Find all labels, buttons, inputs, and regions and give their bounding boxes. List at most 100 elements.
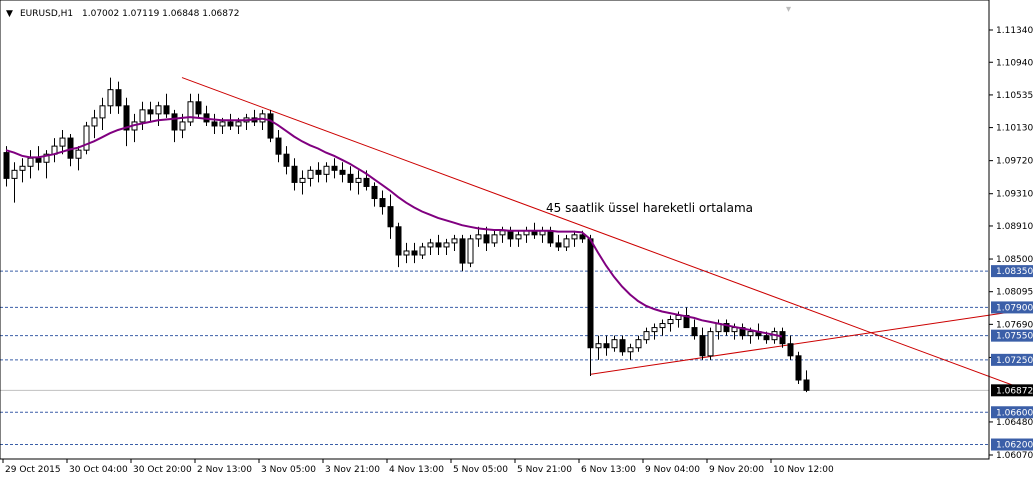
candle-body-100	[803, 379, 810, 391]
trendline-resistance	[181, 77, 1015, 387]
candle-body-5	[43, 153, 50, 163]
ema-annotation: 45 saatlik üssel hareketli ortalama	[546, 201, 753, 215]
level-price-tag-3	[991, 353, 1033, 366]
candle-body-4	[35, 157, 42, 163]
candle-body-20	[163, 105, 170, 115]
candle-body-73	[587, 238, 594, 349]
candle-body-82	[659, 323, 666, 329]
header-symbol: EURUSD,H1	[20, 9, 73, 19]
level-price-tag-1	[991, 301, 1033, 314]
y-tick-label-3: 1.10130	[996, 124, 1033, 134]
x-tick-label-9: 6 Nov 13:00	[581, 465, 636, 475]
candle-body-27	[219, 121, 226, 127]
horizontal-levels	[0, 270, 989, 446]
candle-body-39	[315, 169, 322, 175]
candle-body-78	[627, 347, 634, 353]
candle-body-95	[763, 335, 770, 341]
x-tick-label-1: 30 Oct 04:00	[69, 465, 128, 475]
candle-body-37	[299, 177, 306, 183]
candle-body-75	[603, 343, 610, 349]
candle-body-1	[11, 169, 18, 179]
candle-body-13	[107, 89, 114, 107]
candle-body-64	[515, 234, 522, 240]
ema-line	[5, 116, 783, 338]
x-tick-label-11: 9 Nov 20:00	[709, 465, 764, 475]
candle-body-71	[571, 234, 578, 240]
y-tick-label-8: 1.08095	[996, 288, 1033, 298]
candle-body-7	[59, 137, 66, 147]
candle-body-59	[475, 234, 482, 240]
candle-body-18	[147, 109, 154, 115]
candle-body-53	[427, 242, 434, 248]
candle-body-56	[451, 238, 458, 244]
candle-body-12	[99, 105, 106, 119]
level-price-tag-5	[991, 438, 1033, 451]
level-price-label-1: 1.07900	[996, 303, 1033, 313]
candle-body-69	[555, 242, 562, 248]
candle-body-62	[499, 230, 506, 236]
candle-body-68	[547, 230, 554, 244]
x-tick-label-7: 5 Nov 05:00	[453, 465, 508, 475]
candle-body-98	[787, 343, 794, 357]
candle-body-51	[411, 250, 418, 256]
candle-body-24	[195, 101, 202, 115]
y-tick-label-7: 1.08500	[996, 255, 1033, 265]
plot-frame	[0, 0, 990, 460]
x-tick-label-4: 3 Nov 05:00	[261, 465, 316, 475]
candle-body-55	[443, 242, 450, 248]
candle-body-50	[403, 250, 410, 256]
candle-body-63	[507, 230, 514, 240]
y-tick-label-5: 1.09310	[996, 190, 1033, 200]
candle-body-54	[435, 242, 442, 248]
candle-body-15	[123, 105, 130, 131]
level-price-label-0: 1.08350	[996, 267, 1033, 277]
candle-body-86	[691, 327, 698, 337]
candle-body-93	[747, 331, 754, 337]
candle-body-44	[355, 177, 362, 183]
candle-body-77	[619, 339, 626, 353]
candle-body-41	[331, 165, 338, 171]
candle-body-22	[179, 121, 186, 131]
candle-body-17	[139, 109, 146, 123]
trendline-support	[589, 310, 1015, 375]
candle-body-36	[291, 165, 298, 183]
candle-body-47	[379, 198, 386, 208]
candle-body-9	[75, 149, 82, 159]
scroll-indicator-icon[interactable]: ▾	[786, 4, 791, 15]
candle-body-76	[611, 339, 618, 349]
level-price-tag-0	[991, 265, 1033, 278]
candle-body-42	[339, 169, 346, 175]
level-price-label-2: 1.07550	[996, 332, 1033, 342]
candles	[3, 77, 810, 393]
candle-body-48	[387, 206, 394, 228]
level-price-tag-4	[991, 406, 1033, 419]
candle-body-45	[363, 177, 370, 187]
candle-body-83	[667, 319, 674, 325]
time-axis: 29 Oct 2015 30 Oct 04:00 30 Oct 20:00 2 Nov…	[2, 459, 834, 475]
candle-body-80	[643, 331, 650, 341]
x-tick-label-8: 5 Nov 21:00	[517, 465, 572, 475]
header-ohlc: 1.07002 1.07119 1.06848 1.06872	[82, 9, 239, 19]
candle-body-38	[307, 169, 314, 179]
x-tick-label-12: 10 Nov 12:00	[773, 465, 834, 475]
y-tick-label-0: 1.11340	[996, 26, 1033, 36]
candle-body-70	[563, 238, 570, 248]
candle-body-79	[635, 339, 642, 349]
candle-body-28	[227, 121, 234, 127]
candle-body-11	[91, 117, 98, 127]
current-price-label: 1.06872	[996, 386, 1033, 396]
candle-body-14	[115, 89, 122, 107]
candle-body-33	[267, 113, 274, 139]
header-dropdown-icon[interactable]: ▼	[6, 9, 13, 19]
y-tick-label-2: 1.10535	[996, 91, 1033, 101]
x-tick-label-0: 29 Oct 2015	[5, 465, 61, 475]
y-tick-label-9: 1.07690	[996, 320, 1033, 330]
candle-body-43	[347, 173, 354, 183]
candle-body-88	[707, 331, 714, 357]
candle-body-58	[467, 238, 474, 264]
y-tick-label-6: 1.08910	[996, 222, 1033, 232]
level-price-label-4: 1.06600	[996, 408, 1033, 418]
candle-body-72	[579, 234, 586, 240]
level-price-label-5: 1.06200	[996, 441, 1033, 451]
